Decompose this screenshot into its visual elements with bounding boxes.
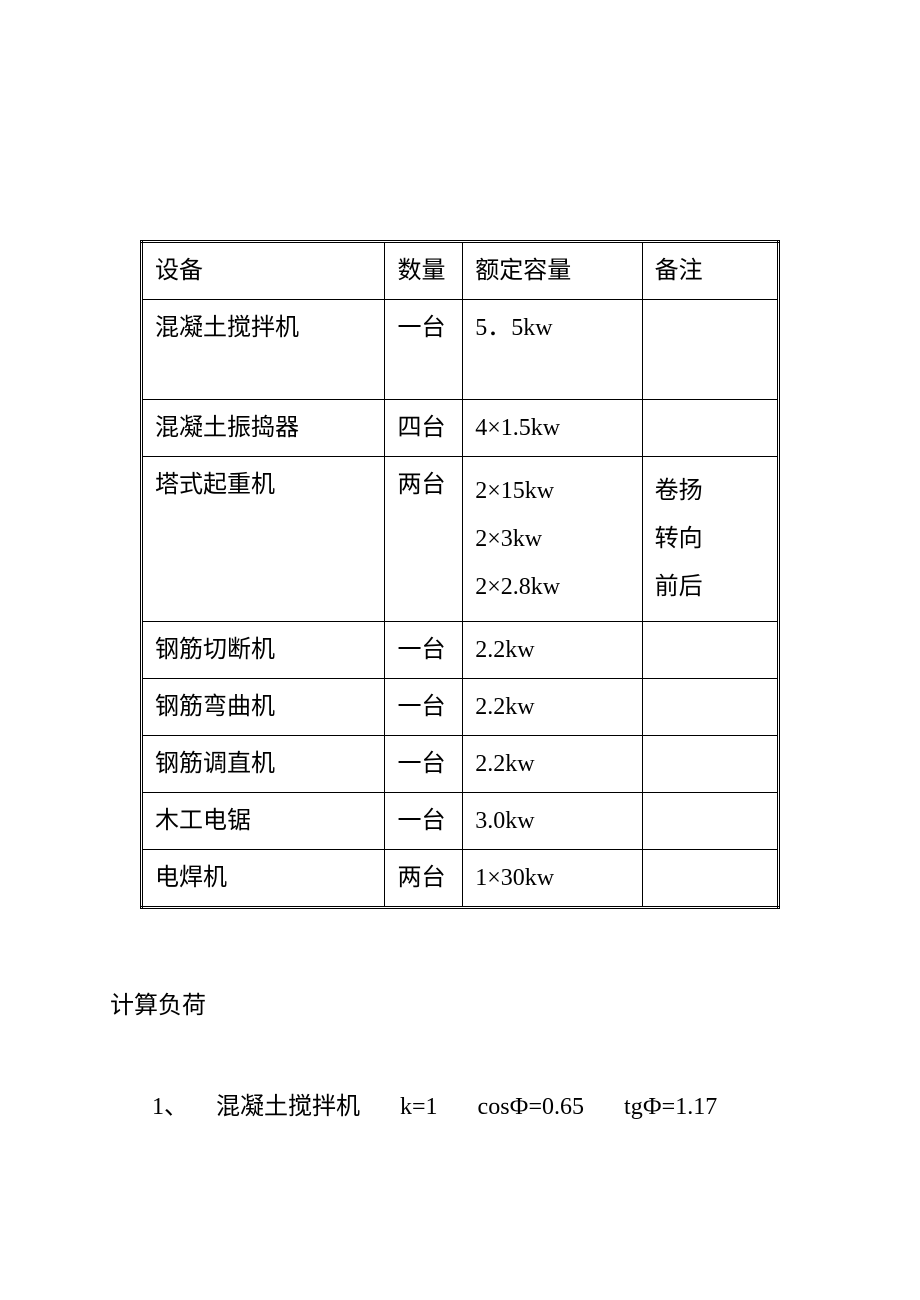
table-row: 木工电锯 一台 3.0kw <box>142 793 779 850</box>
cell-qty: 一台 <box>385 679 463 736</box>
cell-notes: 卷扬 转向 前后 <box>642 457 778 622</box>
cell-qty: 一台 <box>385 736 463 793</box>
capacity-line: 2×2.8kw <box>475 563 629 611</box>
capacity-line: 2×15kw <box>475 467 629 515</box>
cell-notes <box>642 622 778 679</box>
col-header-equipment: 设备 <box>142 242 385 300</box>
table-row: 混凝土搅拌机 一台 5．5kw <box>142 300 779 400</box>
calc-number: 1、 <box>152 1094 188 1120</box>
table-row: 钢筋调直机 一台 2.2kw <box>142 736 779 793</box>
cell-qty: 一台 <box>385 300 463 400</box>
cell-capacity: 2.2kw <box>463 622 642 679</box>
cell-qty: 一台 <box>385 622 463 679</box>
cell-capacity: 2.2kw <box>463 679 642 736</box>
notes-line: 卷扬 <box>655 467 765 515</box>
col-header-capacity: 额定容量 <box>463 242 642 300</box>
cell-equipment: 木工电锯 <box>142 793 385 850</box>
calc-k: k=1 <box>400 1094 438 1120</box>
cell-capacity: 4×1.5kw <box>463 400 642 457</box>
cell-capacity: 1×30kw <box>463 850 642 908</box>
table-row: 电焊机 两台 1×30kw <box>142 850 779 908</box>
cell-equipment: 混凝土搅拌机 <box>142 300 385 400</box>
equipment-table: 设备 数量 额定容量 备注 混凝土搅拌机 一台 5．5kw 混凝土振捣器 四台 … <box>140 240 780 909</box>
cell-notes <box>642 850 778 908</box>
cell-equipment: 钢筋调直机 <box>142 736 385 793</box>
cell-equipment: 钢筋弯曲机 <box>142 679 385 736</box>
cell-notes <box>642 300 778 400</box>
cell-notes <box>642 736 778 793</box>
cell-equipment: 混凝土振捣器 <box>142 400 385 457</box>
col-header-notes: 备注 <box>642 242 778 300</box>
col-header-qty: 数量 <box>385 242 463 300</box>
cell-capacity: 3.0kw <box>463 793 642 850</box>
cell-capacity: 2×15kw 2×3kw 2×2.8kw <box>463 457 642 622</box>
table-row: 钢筋切断机 一台 2.2kw <box>142 622 779 679</box>
cell-notes <box>642 400 778 457</box>
calc-tg: tgФ=1.17 <box>624 1094 717 1120</box>
cell-equipment: 塔式起重机 <box>142 457 385 622</box>
calc-name: 混凝土搅拌机 <box>216 1094 360 1120</box>
cell-notes <box>642 793 778 850</box>
page-container: 设备 数量 额定容量 备注 混凝土搅拌机 一台 5．5kw 混凝土振捣器 四台 … <box>0 0 920 1171</box>
section-heading: 计算负荷 <box>110 985 780 1020</box>
table-header-row: 设备 数量 额定容量 备注 <box>142 242 779 300</box>
table-row: 塔式起重机 两台 2×15kw 2×3kw 2×2.8kw 卷扬 转向 前后 <box>142 457 779 622</box>
cell-capacity: 2.2kw <box>463 736 642 793</box>
cell-qty: 四台 <box>385 400 463 457</box>
cell-equipment: 电焊机 <box>142 850 385 908</box>
cell-equipment: 钢筋切断机 <box>142 622 385 679</box>
cell-notes <box>642 679 778 736</box>
calc-item: 1、 混凝土搅拌机 k=1 cosФ=0.65 tgФ=1.17 <box>152 1086 780 1121</box>
notes-line: 转向 <box>655 515 765 563</box>
cell-capacity: 5．5kw <box>463 300 642 400</box>
notes-line: 前后 <box>655 563 765 611</box>
capacity-line: 2×3kw <box>475 515 629 563</box>
table-row: 混凝土振捣器 四台 4×1.5kw <box>142 400 779 457</box>
table-row: 钢筋弯曲机 一台 2.2kw <box>142 679 779 736</box>
calc-cos: cosФ=0.65 <box>478 1094 585 1120</box>
cell-qty: 两台 <box>385 850 463 908</box>
cell-qty: 两台 <box>385 457 463 622</box>
cell-qty: 一台 <box>385 793 463 850</box>
